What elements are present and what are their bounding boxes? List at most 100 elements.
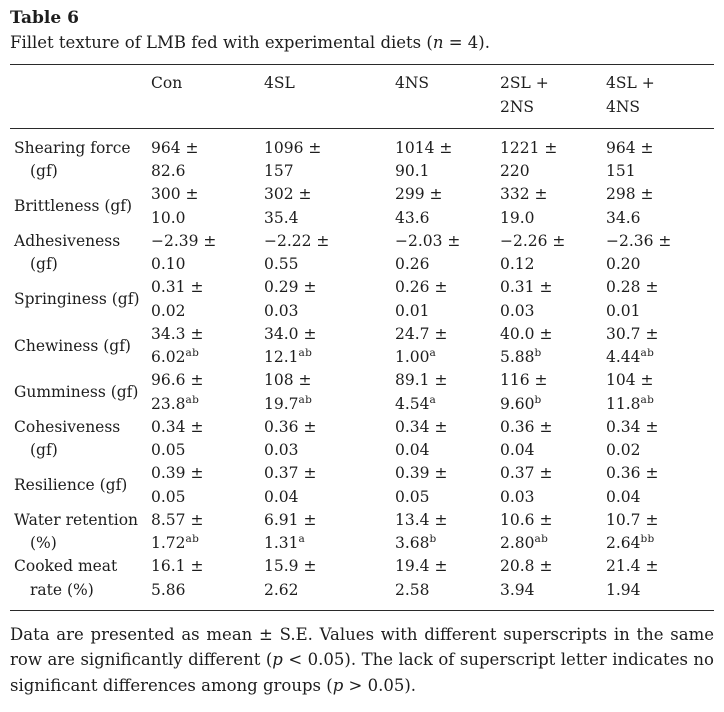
cell-standard-error: 0.03 (264, 300, 391, 323)
data-cell: 1221 ± 220 (500, 128, 606, 183)
data-cell: −2.36 ± 0.20 (606, 230, 714, 277)
cell-se-value: 0.04 (500, 441, 535, 460)
table-row: Water retention (%) 8.57 ±1.72ab 6.91 ±1.31… (10, 509, 714, 556)
cell-significance-superscript: ab (298, 346, 313, 359)
row-label: Springiness (gf) (10, 276, 151, 323)
row-label-l1: Shearing force (14, 138, 131, 157)
column-header: 4NS (395, 65, 500, 129)
row-label: Water retention (%) (10, 509, 151, 556)
cell-standard-error: 0.04 (606, 486, 710, 509)
cell-se-value: 82.6 (151, 162, 186, 181)
cell-se-value: 0.26 (395, 255, 430, 274)
cell-standard-error: 0.05 (395, 486, 496, 509)
cell-se-value: 0.03 (264, 301, 299, 320)
cell-standard-error: 3.68b (395, 532, 496, 555)
cell-se-value: 11.8 (606, 394, 641, 413)
table-row: Springiness (gf) 0.31 ±0.02 0.29 ±0.03 0.26… (10, 276, 714, 323)
cell-standard-error: 157 (264, 160, 391, 183)
row-label-l1: Chewiness (gf) (14, 336, 131, 355)
data-cell: 34.0 ± 12.1ab (264, 323, 395, 370)
cell-mean-value: 300 ± (151, 185, 199, 204)
column-header-line1: 4SL + (606, 74, 655, 93)
table-footnote: Data are presented as mean ± S.E. Values… (10, 622, 714, 699)
cell-significance-superscript: ab (185, 346, 200, 359)
data-cell: 1014 ± 90.1 (395, 128, 500, 183)
table-header-row: Con 4SL 4NS 2SL + 2NS 4SL + 4NS (10, 65, 714, 129)
cell-se-value: 5.86 (151, 580, 186, 599)
cell-standard-error: 0.12 (500, 253, 602, 276)
cell-mean-value: 6.91 ± (264, 510, 317, 529)
row-label-l2: rate (%) (30, 580, 94, 599)
cell-standard-error: 4.44ab (606, 346, 710, 369)
table-row: Cooked meat rate (%) 16.1 ±5.86 15.9 ±2.62 1… (10, 555, 714, 610)
data-cell: 298 ± 34.6 (606, 183, 714, 230)
data-cell: 0.31 ± 0.02 (151, 276, 264, 323)
cell-se-value: 0.04 (606, 487, 641, 506)
data-cell: 0.31 ± 0.03 (500, 276, 606, 323)
data-cell: 8.57 ± 1.72ab (151, 509, 264, 556)
cell-standard-error: 9.60b (500, 393, 602, 416)
data-cell: 0.34 ± 0.05 (151, 416, 264, 463)
cell-standard-error: 0.02 (151, 300, 260, 323)
cell-se-value: 3.68 (395, 534, 430, 553)
cell-standard-error: 43.6 (395, 207, 496, 230)
cell-mean-value: 13.4 ± (395, 510, 448, 529)
cell-se-value: 34.6 (606, 208, 641, 227)
cell-mean-value: 104 ± (606, 371, 654, 390)
cell-significance-superscript: ab (534, 532, 549, 545)
cell-mean-value: 298 ± (606, 185, 654, 204)
data-cell: 89.1 ± 4.54a (395, 369, 500, 416)
row-label-l1: Water retention (14, 510, 139, 529)
cell-standard-error: 0.04 (500, 439, 602, 462)
data-cell: 0.36 ± 0.04 (500, 416, 606, 463)
cell-mean-value: 0.28 ± (606, 278, 659, 297)
data-cell: 10.7 ± 2.64bb (606, 509, 714, 556)
row-label-l2: (gf) (30, 441, 58, 460)
row-label-l1: Gumminess (gf) (14, 383, 139, 402)
cell-se-value: 10.0 (151, 208, 186, 227)
cell-se-value: 0.02 (151, 301, 186, 320)
cell-mean-value: 34.3 ± (151, 324, 204, 343)
cell-mean-value: 10.6 ± (500, 510, 553, 529)
data-cell: 0.37 ± 0.03 (500, 462, 606, 509)
row-label: Chewiness (gf) (10, 323, 151, 370)
cell-significance-superscript: ab (185, 532, 200, 545)
cell-mean-value: 0.34 ± (606, 417, 659, 436)
cell-se-value: 220 (500, 162, 530, 181)
cell-significance-superscript: ab (640, 393, 655, 406)
cell-mean-value: 964 ± (606, 138, 654, 157)
cell-significance-superscript: a (298, 532, 306, 545)
cell-mean-value: 0.29 ± (264, 278, 317, 297)
cell-significance-superscript: a (429, 346, 437, 359)
table-header: Con 4SL 4NS 2SL + 2NS 4SL + 4NS (10, 65, 714, 129)
data-cell: 104 ± 11.8ab (606, 369, 714, 416)
cell-standard-error: 1.72ab (151, 532, 260, 555)
cell-standard-error: 23.8ab (151, 393, 260, 416)
data-cell: 108 ± 19.7ab (264, 369, 395, 416)
cell-mean-value: −2.39 ± (151, 231, 217, 250)
cell-standard-error: 0.26 (395, 253, 496, 276)
cell-se-value: 0.03 (500, 487, 535, 506)
table-row: Chewiness (gf) 34.3 ±6.02ab 34.0 ±12.1ab 24… (10, 323, 714, 370)
data-cell: 96.6 ± 23.8ab (151, 369, 264, 416)
cell-se-value: 3.94 (500, 580, 535, 599)
row-label-l2: (%) (30, 534, 57, 553)
footnote-p-variable: p (272, 650, 283, 670)
data-cell: 40.0 ± 5.88b (500, 323, 606, 370)
cell-mean-value: 0.34 ± (151, 417, 204, 436)
row-label: Gumminess (gf) (10, 369, 151, 416)
row-label: Adhesiveness (gf) (10, 230, 151, 277)
data-cell: 10.6 ± 2.80ab (500, 509, 606, 556)
cell-standard-error: 0.01 (395, 300, 496, 323)
cell-se-value: 157 (264, 162, 294, 181)
cell-standard-error: 0.04 (264, 486, 391, 509)
cell-significance-superscript: b (534, 393, 542, 406)
cell-se-value: 0.04 (395, 441, 430, 460)
cell-se-value: 5.88 (500, 348, 535, 367)
data-cell: 300 ± 10.0 (151, 183, 264, 230)
table-row: Gumminess (gf) 96.6 ±23.8ab 108 ±19.7ab 89.… (10, 369, 714, 416)
table-body: Shearing force (gf) 964 ± 82.6 1096 ± 157 1014… (10, 128, 714, 610)
column-header: 2SL + 2NS (500, 65, 606, 129)
cell-mean-value: 0.36 ± (500, 417, 553, 436)
row-label-l1: Resilience (gf) (14, 476, 128, 495)
